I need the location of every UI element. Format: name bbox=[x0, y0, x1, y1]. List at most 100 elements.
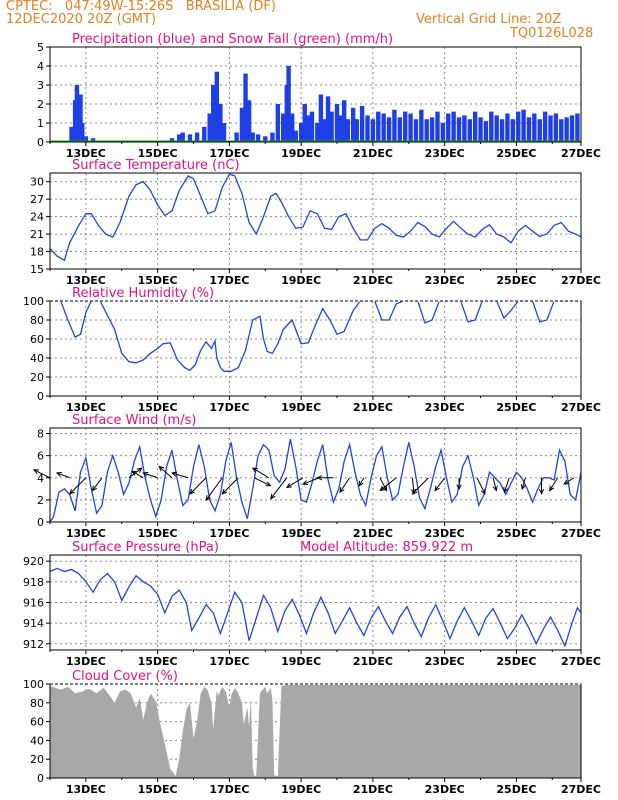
humidity-xtick-label: 17DEC bbox=[209, 401, 249, 414]
humidity-xtick-label: 25DEC bbox=[496, 401, 536, 414]
wind-vector-head bbox=[302, 480, 309, 486]
precip-bar bbox=[255, 134, 261, 142]
wind-vector-head bbox=[480, 488, 486, 495]
temperature-frame bbox=[49, 172, 582, 270]
precip-xtick-label: 23DEC bbox=[425, 147, 465, 160]
pressure-xtick-label: 17DEC bbox=[209, 655, 249, 668]
wind-vector-head bbox=[142, 471, 149, 477]
temperature-title: Surface Temperature (nC) bbox=[72, 158, 240, 173]
precip-bar bbox=[505, 113, 510, 142]
grid-note: Vertical Grid Line: 20Z bbox=[416, 12, 562, 27]
precip-panel: Precipitation (blue) and Snow Fall (gree… bbox=[37, 32, 601, 160]
precip-bar bbox=[78, 94, 83, 142]
pressure-ytick-label: 916 bbox=[23, 597, 44, 610]
precip-bar bbox=[478, 117, 483, 142]
humidity-panel: Relative Humidity (%) 0 20 40 60 80 100 13DEC 15… bbox=[23, 286, 601, 414]
wind-vector-head bbox=[411, 488, 418, 495]
wind-vector bbox=[143, 472, 158, 479]
wind-vector-head bbox=[379, 485, 386, 492]
wind-vector bbox=[339, 477, 351, 493]
precip-frame bbox=[49, 46, 582, 143]
precip-bar bbox=[286, 66, 291, 142]
precip-bar bbox=[329, 111, 334, 142]
wind-ytick-label: 2 bbox=[37, 494, 44, 507]
pressure-xtick-label: 25DEC bbox=[496, 655, 536, 668]
wind-vector-head bbox=[32, 469, 40, 475]
temperature-ytick-label: 15 bbox=[30, 263, 44, 276]
precip-bar bbox=[489, 111, 494, 142]
precip-ytick-label: 1 bbox=[37, 117, 44, 130]
humidity-xtick-label: 19DEC bbox=[281, 401, 321, 414]
precip-bar bbox=[483, 121, 489, 142]
precip-bar bbox=[298, 123, 304, 142]
wind-vector bbox=[92, 477, 103, 491]
pressure-xtick-label: 15DEC bbox=[138, 655, 178, 668]
precip-bar bbox=[211, 85, 216, 142]
cloud-ytick-label: 40 bbox=[30, 734, 44, 747]
precip-bar bbox=[318, 94, 324, 142]
precip-bar bbox=[234, 132, 239, 142]
cloud-xtick-label: 17DEC bbox=[209, 783, 249, 796]
wind-vector bbox=[158, 466, 173, 479]
precip-bar bbox=[494, 115, 499, 142]
pressure-xtick-label: 21DEC bbox=[353, 655, 393, 668]
wind-vector bbox=[270, 477, 288, 499]
temperature-line bbox=[49, 173, 582, 262]
humidity-xtick-label: 21DEC bbox=[353, 401, 393, 414]
wind-vector-head bbox=[503, 487, 509, 494]
wind-vector-head bbox=[69, 488, 75, 495]
precip-bar bbox=[309, 111, 315, 142]
precip-ytick-label: 2 bbox=[37, 98, 44, 111]
wind-xtick-label: 21DEC bbox=[353, 527, 393, 540]
precip-bar bbox=[392, 109, 397, 142]
precip-bar bbox=[218, 104, 223, 142]
wind-vector-head bbox=[265, 481, 272, 487]
cloud-title: Cloud Cover (%) bbox=[72, 669, 178, 684]
precip-bar bbox=[250, 132, 255, 142]
cloud-cover-area bbox=[50, 684, 581, 778]
wind-vector bbox=[56, 472, 70, 479]
wind-xtick-label: 13DEC bbox=[66, 527, 106, 540]
temperature-xtick-label: 13DEC bbox=[66, 274, 106, 287]
precip-bar bbox=[456, 117, 462, 142]
precip-xtick-label: 27DEC bbox=[561, 147, 601, 160]
precip-bar bbox=[275, 104, 281, 142]
precip-bar bbox=[176, 134, 182, 142]
precip-xtick-label: 17DEC bbox=[209, 147, 249, 160]
pressure-ytick-label: 914 bbox=[23, 617, 44, 630]
pressure-xtick-label: 27DEC bbox=[561, 655, 601, 668]
wind-xtick-label: 17DEC bbox=[209, 527, 249, 540]
wind-ytick-label: 0 bbox=[37, 516, 44, 529]
wind-vector-head bbox=[171, 471, 178, 477]
precip-bar bbox=[359, 105, 365, 142]
precip-bar bbox=[419, 109, 424, 142]
precip-xtick-label: 15DEC bbox=[138, 147, 178, 160]
wind-vector bbox=[33, 469, 51, 479]
wind-vector bbox=[434, 477, 446, 491]
precip-bar bbox=[169, 138, 175, 142]
precip-bar bbox=[510, 119, 516, 142]
precip-bar bbox=[499, 119, 505, 142]
precip-bar bbox=[281, 113, 286, 142]
wind-vector-head bbox=[456, 484, 462, 491]
temperature-xtick-label: 25DEC bbox=[496, 274, 536, 287]
wind-xtick-label: 23DEC bbox=[425, 527, 465, 540]
humidity-ytick-label: 20 bbox=[30, 371, 44, 384]
wind-vector bbox=[358, 477, 365, 487]
precip-bar bbox=[548, 115, 553, 142]
precip-bar bbox=[322, 119, 327, 142]
precip-bar bbox=[440, 123, 446, 142]
cloud-panel: Cloud Cover (%) 0 20 40 60 80 100 13DEC 15DEC 17D… bbox=[23, 669, 601, 796]
precip-bar bbox=[354, 119, 359, 142]
wind-vector-head bbox=[251, 467, 258, 473]
humidity-ytick-label: 100 bbox=[23, 295, 44, 308]
precip-bar bbox=[413, 119, 419, 142]
wind-xtick-label: 27DEC bbox=[561, 527, 601, 540]
pressure-line bbox=[49, 567, 582, 648]
temperature-ytick-label: 24 bbox=[30, 211, 44, 224]
humidity-xtick-label: 15DEC bbox=[138, 401, 178, 414]
cloud-xtick-label: 23DEC bbox=[425, 783, 465, 796]
wind-vector-head bbox=[131, 470, 138, 476]
pressure-ytick-label: 912 bbox=[23, 638, 44, 651]
precip-bar bbox=[386, 117, 392, 142]
